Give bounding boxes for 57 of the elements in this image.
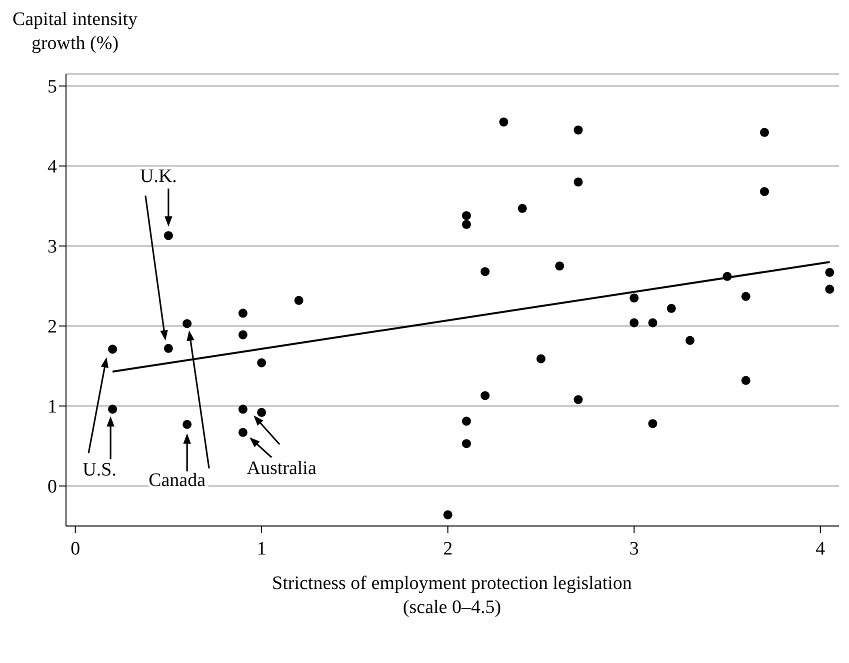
point: [294, 296, 304, 305]
point: [480, 391, 490, 400]
annotation: U.K.: [140, 166, 177, 187]
x-tick-label: 1: [256, 538, 266, 560]
point: [630, 293, 639, 303]
point: [164, 344, 173, 353]
point: [518, 204, 527, 213]
point: [741, 292, 750, 301]
point: [536, 354, 546, 364]
point: [462, 220, 471, 229]
point: [630, 318, 639, 328]
y-tick-label: 5: [48, 76, 57, 98]
point: [555, 261, 564, 271]
x-tick-label: 0: [70, 538, 80, 560]
point: [825, 284, 834, 294]
point: [499, 117, 508, 127]
point: [722, 272, 732, 281]
annotation: U.S.: [82, 460, 116, 481]
point: [443, 510, 452, 520]
point: [462, 211, 471, 220]
y-tick-label: 3: [48, 236, 57, 258]
point: [462, 416, 471, 426]
point: [164, 231, 173, 240]
point: [574, 395, 583, 404]
point: [648, 419, 658, 428]
point: [108, 404, 118, 414]
point: [238, 308, 248, 318]
point: [257, 358, 266, 368]
point: [666, 304, 676, 313]
y-axis-title: Capital intensity growth (%): [11, 8, 139, 56]
point: [238, 404, 248, 414]
point: [182, 420, 192, 429]
point: [685, 336, 694, 345]
point: [760, 187, 770, 196]
y-tick-label: 4: [48, 156, 58, 178]
y-tick-label: 2: [48, 316, 57, 338]
x-axis-title: Strictness of employment protection legislation (scale 0–4.5): [271, 572, 633, 620]
point: [238, 330, 248, 340]
point: [480, 267, 490, 276]
point: [462, 439, 471, 448]
point: [825, 268, 834, 277]
x-tick-label: 4: [816, 538, 826, 560]
y-tick-label: 1: [48, 396, 57, 418]
point: [574, 177, 583, 187]
y-tick-label: 0: [48, 476, 57, 498]
point: [574, 125, 583, 135]
annotation: Canada: [148, 470, 206, 491]
point: [648, 318, 658, 328]
point: [238, 428, 248, 437]
x-tick-label: 2: [443, 538, 453, 560]
point: [760, 128, 770, 137]
point: [108, 344, 118, 354]
point: [741, 376, 750, 385]
x-tick-label: 3: [629, 538, 639, 560]
point: [182, 319, 192, 328]
point: [257, 408, 266, 417]
annotation: Australia: [246, 458, 317, 479]
